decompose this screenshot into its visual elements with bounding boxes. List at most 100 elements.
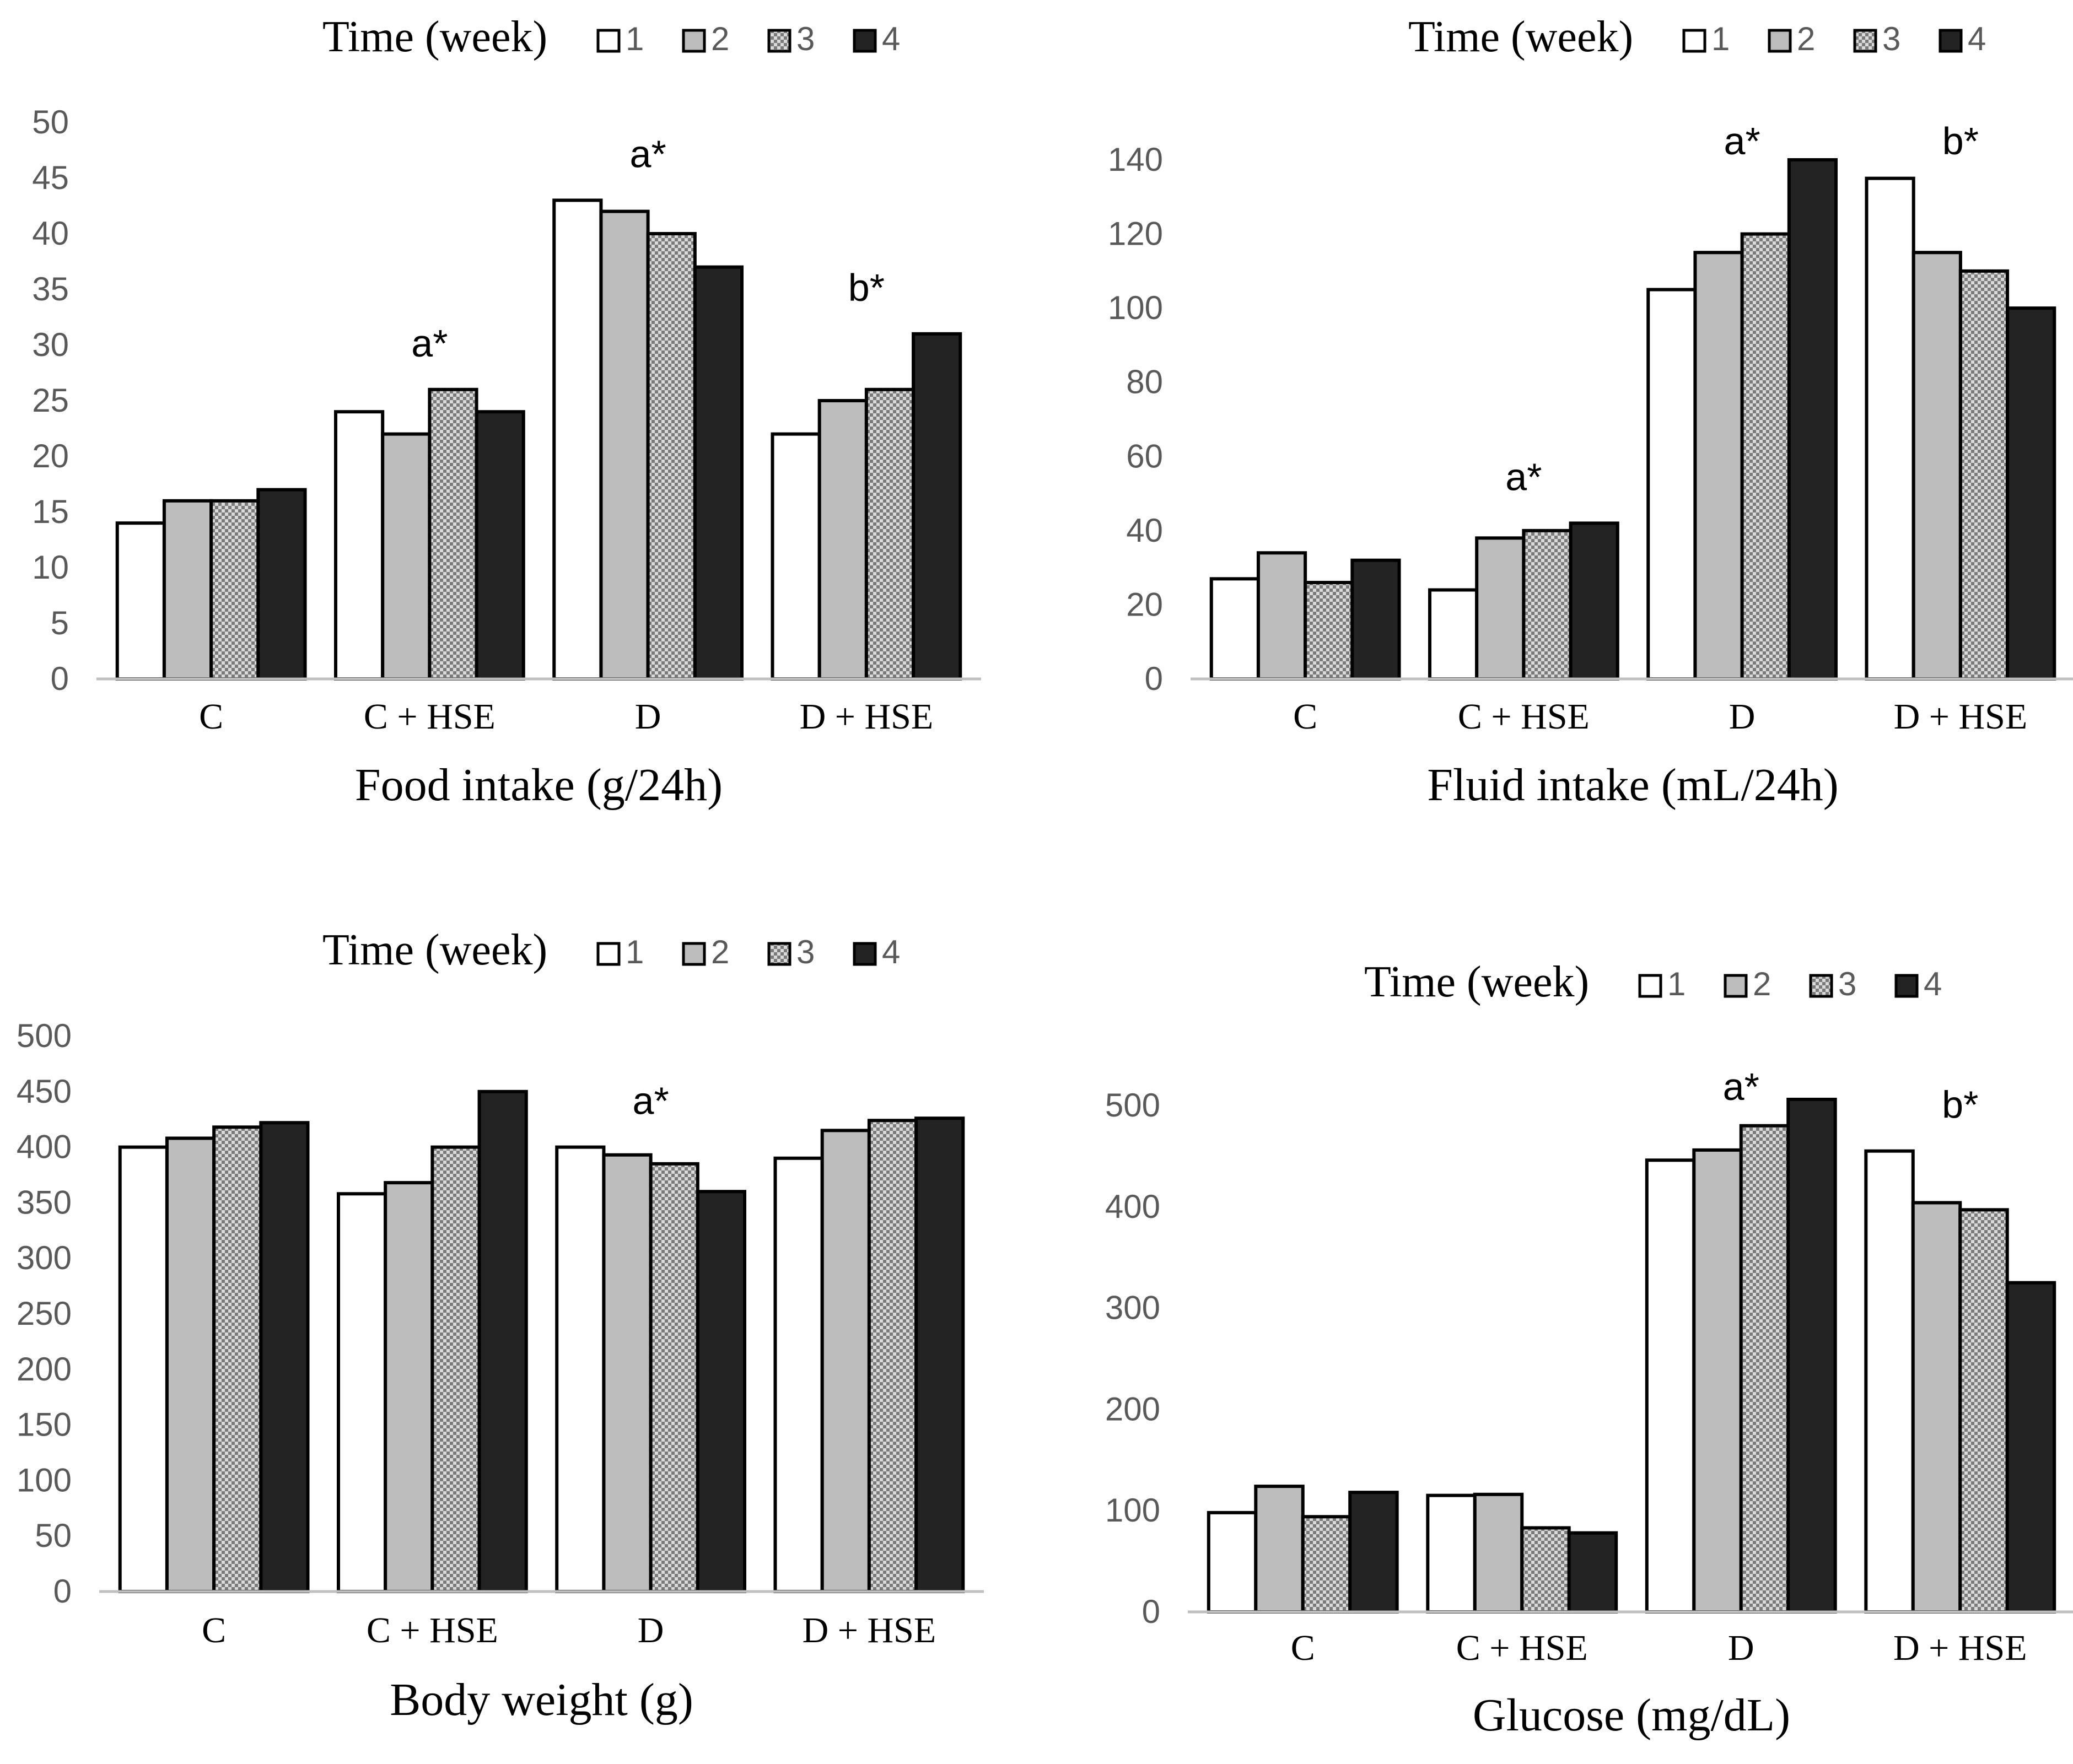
bar-dhse-week2 — [817, 399, 868, 681]
bar-c-week4 — [259, 1121, 310, 1594]
legend-label: 3 — [796, 934, 815, 970]
panel-3: 0 50 100 150 200 250 300 350 400 450 500 C C + HSE D D… — [17, 926, 984, 1725]
bar-c-week1 — [1209, 577, 1260, 681]
legend-swatch-week2 — [682, 29, 706, 53]
significance-annotation: a* — [1724, 120, 1760, 163]
chart-title: Fluid intake (mL/24h) — [1427, 759, 1839, 811]
bar-d-week2 — [602, 1153, 653, 1593]
y-tick-label: 45 — [32, 159, 69, 196]
bar-chse-week3 — [430, 1145, 481, 1594]
significance-annotation: b* — [1942, 1083, 1978, 1126]
x-category-label: D + HSE — [800, 697, 934, 737]
legend-swatch-week3 — [1809, 974, 1833, 998]
bar-d-week4 — [696, 1190, 747, 1593]
bar-c-week1 — [118, 1145, 169, 1594]
bar-c-week3 — [1304, 581, 1354, 681]
bar-d-week1 — [555, 1145, 606, 1594]
y-tick-label: 250 — [17, 1295, 72, 1332]
significance-annotation: a* — [1723, 1065, 1759, 1108]
panel-1: 0 5 10 15 20 25 30 35 40 45 50 C C + HSE D D + HSE a* a*… — [32, 13, 981, 811]
y-tick-label: 200 — [1105, 1390, 1160, 1427]
legend-swatch-week1 — [596, 942, 621, 966]
legend-label: 3 — [1838, 965, 1856, 1002]
legend-label: 4 — [882, 934, 900, 970]
x-category-label: C — [1293, 697, 1317, 737]
legend-label: 1 — [1667, 965, 1686, 1002]
y-tick-label: 450 — [17, 1073, 72, 1110]
y-tick-label: 50 — [35, 1517, 72, 1554]
y-tick-label: 100 — [1105, 1492, 1160, 1529]
y-tick-label: 40 — [32, 215, 69, 252]
x-category-label: C + HSE — [364, 697, 496, 737]
bar-chse-week1 — [336, 1192, 387, 1593]
y-tick-label: 25 — [32, 382, 69, 419]
significance-annotation: b* — [1942, 120, 1979, 163]
legend-swatch-week4 — [1939, 29, 1963, 53]
bar-d-week3 — [1739, 1124, 1790, 1614]
bar-dhse-week3 — [864, 387, 916, 681]
x-category-label: D — [635, 697, 661, 737]
bar-c-week3 — [1301, 1515, 1352, 1614]
y-tick-label: 10 — [32, 549, 69, 586]
y-tick-label: 5 — [51, 605, 69, 641]
legend-label: 4 — [1924, 965, 1942, 1002]
bar-d-week2 — [1693, 251, 1744, 681]
x-category-label: C + HSE — [1458, 697, 1590, 737]
significance-annotation: b* — [848, 266, 885, 309]
y-tick-label: 60 — [1126, 438, 1163, 474]
bar-dhse-week1 — [1864, 1149, 1915, 1614]
bar-dhse-week3 — [1958, 269, 2010, 681]
bar-c-week4 — [1350, 558, 1401, 681]
y-tick-label: 0 — [1145, 660, 1163, 697]
bar-chse-week2 — [381, 432, 432, 681]
x-category-label: C + HSE — [1456, 1628, 1588, 1668]
bar-chse-week3 — [1520, 1526, 1571, 1614]
legend-swatch-week2 — [1724, 974, 1748, 998]
significance-annotation: a* — [630, 132, 666, 175]
bar-d-week4 — [693, 265, 744, 681]
y-tick-label: 400 — [17, 1129, 72, 1166]
bar-chse-week2 — [1473, 1492, 1524, 1614]
bar-dhse-week2 — [1912, 251, 1962, 681]
legend: Time (week) 1 2 3 4 — [322, 926, 900, 974]
bar-c-week3 — [212, 1125, 263, 1593]
legend-title: Time (week) — [322, 13, 547, 61]
bar-dhse-week4 — [2005, 1281, 2056, 1614]
bar-dhse-week2 — [1911, 1201, 1962, 1614]
bar-chse-week4 — [475, 410, 525, 681]
legend-label: 1 — [626, 934, 644, 970]
y-tick-label: 150 — [17, 1406, 72, 1443]
bar-chse-week2 — [1475, 536, 1526, 681]
bar-chse-week1 — [1428, 588, 1479, 681]
bar-chse-week1 — [1426, 1493, 1477, 1614]
bar-c-week2 — [1254, 1485, 1305, 1614]
chart-title: Food intake (g/24h) — [355, 759, 723, 811]
x-category-label: C — [1291, 1628, 1315, 1668]
y-tick-label: 80 — [1126, 364, 1163, 401]
bar-c-week3 — [209, 499, 260, 681]
legend-swatch-week3 — [1853, 29, 1877, 53]
y-tick-label: 500 — [1105, 1087, 1160, 1124]
y-tick-label: 140 — [1108, 141, 1163, 178]
bar-d-week4 — [1786, 1097, 1837, 1614]
bar-chse-week3 — [428, 387, 478, 681]
y-tick-label: 50 — [32, 104, 69, 141]
bar-d-week2 — [599, 209, 650, 681]
y-tick-label: 300 — [1105, 1290, 1160, 1326]
legend-swatch-week4 — [853, 29, 877, 53]
significance-annotation: a* — [633, 1080, 669, 1123]
legend: Time (week) 1 2 3 4 — [1364, 958, 1942, 1006]
y-tick-label: 200 — [17, 1351, 72, 1388]
y-tick-label: 35 — [32, 271, 69, 308]
y-tick-label: 30 — [32, 326, 69, 363]
y-tick-label: 400 — [1105, 1188, 1160, 1225]
x-category-label: D — [1728, 1628, 1754, 1668]
bar-dhse-week1 — [771, 432, 821, 681]
bar-dhse-week2 — [820, 1129, 871, 1594]
legend: Time (week) 1 2 3 4 — [322, 13, 900, 61]
y-tick-label: 500 — [17, 1017, 72, 1054]
legend-label: 1 — [626, 20, 644, 57]
legend-swatch-week1 — [1638, 974, 1662, 998]
y-tick-label: 300 — [17, 1239, 72, 1276]
